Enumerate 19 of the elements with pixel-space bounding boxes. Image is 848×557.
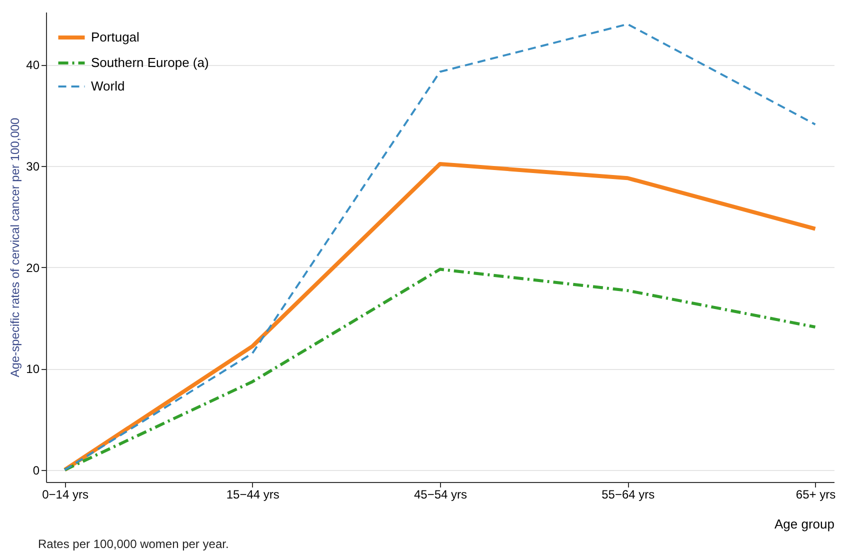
y-tick-label: 40 bbox=[26, 58, 40, 72]
x-tick-label: 45−54 yrs bbox=[414, 488, 468, 502]
x-axis-title: Age group bbox=[774, 516, 834, 532]
x-tick-label: 65+ yrs bbox=[796, 488, 836, 502]
x-tick-label: 55−64 yrs bbox=[602, 488, 655, 502]
x-tick-label: 15−44 yrs bbox=[226, 488, 280, 502]
y-tick-label: 10 bbox=[26, 362, 40, 376]
legend-label: Portugal bbox=[91, 30, 140, 44]
line-series bbox=[63, 268, 817, 472]
x-tick-label: 0−14 yrs bbox=[42, 488, 88, 502]
y-tick-label: 20 bbox=[26, 260, 40, 275]
legend-label: Southern Europe (a) bbox=[91, 55, 209, 70]
y-tick-label: 30 bbox=[26, 159, 40, 174]
y-tick-label: 0 bbox=[32, 463, 40, 478]
line-series bbox=[62, 162, 818, 472]
text: Rates per 100,000 women per year. bbox=[38, 537, 230, 551]
line-series bbox=[64, 23, 816, 471]
y-axis-title: Age-specific rates of cervical cancer per 100,000 bbox=[8, 117, 22, 378]
legend-label: World bbox=[91, 78, 125, 94]
